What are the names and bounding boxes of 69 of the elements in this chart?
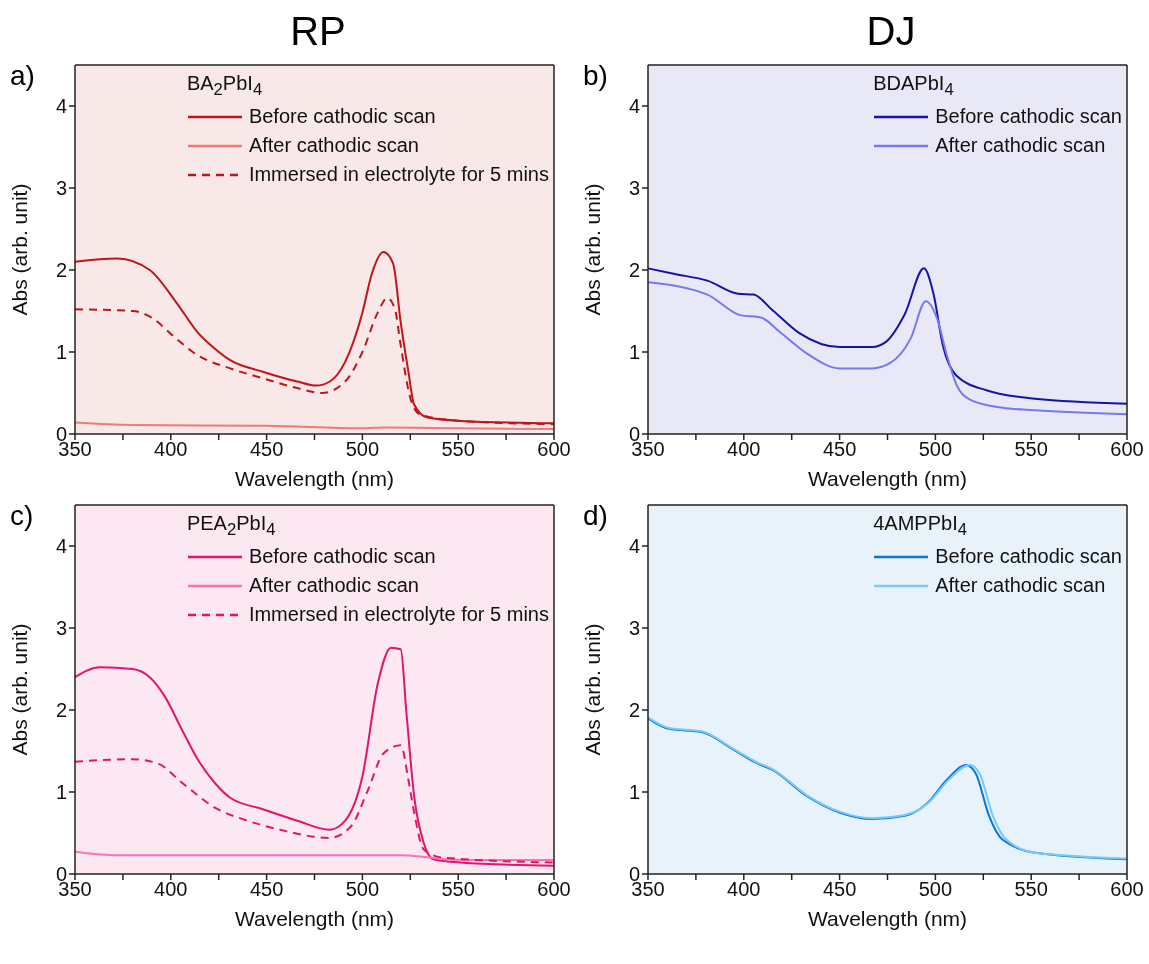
text: d) (583, 500, 608, 532)
y-axis-title: Abs (arb. unit) (8, 183, 32, 316)
legend-label: After cathodic scan (248, 574, 419, 597)
chart-title: DJ (865, 8, 917, 54)
y-tick-label: 4 (628, 535, 640, 558)
x-tick-label: 400 (727, 878, 761, 901)
x-tick-label: 600 (537, 878, 571, 901)
y-tick-label: 3 (628, 177, 640, 200)
legend-label: Before cathodic scan (935, 545, 1122, 568)
y-tick-label: 3 (55, 617, 67, 640)
y-axis-title: Abs (arb. unit) (8, 623, 32, 756)
x-tick-label: 500 (345, 878, 380, 901)
y-tick-label: 1 (628, 341, 640, 364)
y-axis-title: Abs (arb. unit) (581, 183, 605, 316)
legend-label: Before cathodic scan (248, 105, 436, 128)
legend-title: BA$_{2}$PbI$_{4}$ (186, 72, 264, 100)
y-axis-title: Abs (arb. unit) (581, 623, 605, 756)
y-tick-label: 3 (628, 617, 640, 640)
x-tick-label: 450 (249, 438, 284, 461)
legend-label: After cathodic scan (248, 134, 419, 157)
line-series (75, 850, 554, 862)
line-series (75, 421, 554, 431)
y-tick-label: 4 (55, 535, 67, 558)
text: b) (583, 60, 608, 92)
y-tick-label: 2 (55, 699, 67, 722)
y-tick-label: 4 (628, 95, 640, 118)
legend-title: 4AMPPbI$_{4}$ (873, 512, 968, 540)
y-tick-label: 2 (55, 259, 67, 282)
x-tick-label: 450 (822, 438, 857, 461)
x-axis-title: Wavelength (nm) (234, 907, 395, 930)
line-series (648, 267, 1127, 405)
x-tick-label: 600 (1110, 878, 1144, 901)
y-tick-label: 2 (628, 699, 640, 722)
y-tick-label: 1 (55, 341, 67, 364)
x-tick-label: 400 (727, 438, 761, 461)
x-tick-label: 500 (918, 438, 953, 461)
y-tick-label: 4 (55, 95, 67, 118)
y-tick-label: 2 (628, 259, 640, 282)
x-tick-label: 400 (154, 438, 188, 461)
x-tick-label: 550 (441, 878, 475, 901)
legend-label: Before cathodic scan (935, 105, 1122, 128)
x-tick-label: 500 (918, 878, 953, 901)
x-axis-title: Wavelength (nm) (234, 467, 395, 490)
line-series (648, 281, 1127, 416)
x-tick-label: 550 (441, 438, 475, 461)
y-tick-label: 1 (628, 781, 640, 804)
legend-label: Before cathodic scan (248, 545, 436, 568)
y-tick-label: 1 (55, 781, 67, 804)
legend-label: Immersed in electrolyte for 5 mins (248, 603, 549, 626)
x-axis-title: Wavelength (nm) (807, 907, 968, 930)
legend-label: After cathodic scan (935, 134, 1106, 157)
y-tick-label: 3 (55, 177, 67, 200)
legend-title: BDAPbI$_{4}$ (873, 72, 955, 100)
x-tick-label: 450 (822, 878, 857, 901)
x-tick-label: 600 (1110, 438, 1144, 461)
text: c) (10, 500, 34, 532)
legend-label: After cathodic scan (935, 574, 1106, 597)
x-tick-label: 450 (249, 878, 284, 901)
x-tick-label: 500 (345, 438, 380, 461)
legend-title: PEA$_{2}$PbI$_{4}$ (186, 512, 277, 540)
line-series (75, 646, 554, 867)
legend-label: Immersed in electrolyte for 5 mins (248, 163, 549, 186)
x-tick-label: 550 (1014, 438, 1048, 461)
text: a) (10, 60, 35, 92)
chart-title: RP (289, 8, 347, 54)
x-axis-title: Wavelength (nm) (807, 467, 968, 490)
x-tick-label: 550 (1014, 878, 1048, 901)
x-tick-label: 600 (537, 438, 571, 461)
x-tick-label: 400 (154, 878, 188, 901)
